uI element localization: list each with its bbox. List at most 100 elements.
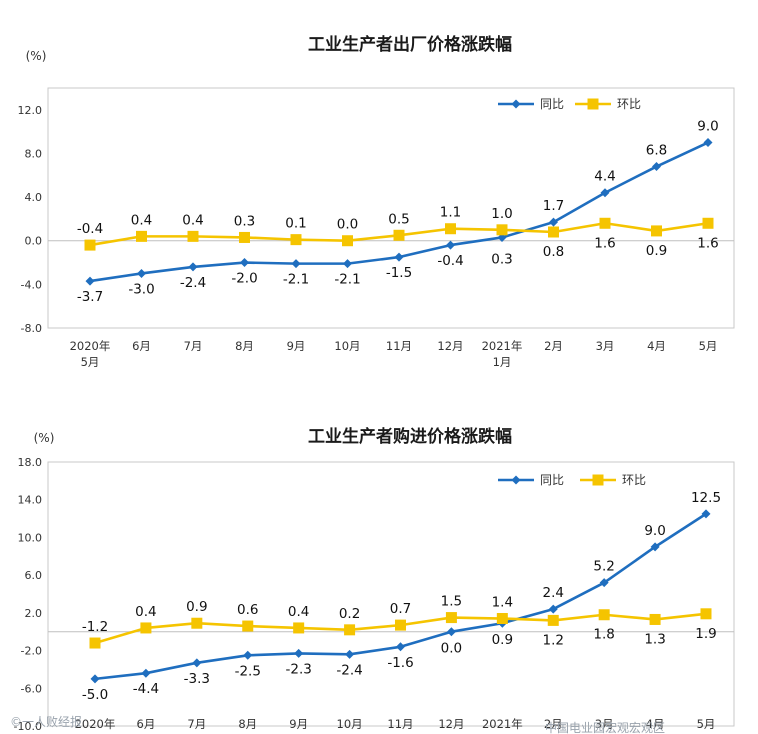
mom-point bbox=[548, 226, 559, 238]
x-tick-label: 10月 bbox=[334, 339, 360, 353]
data-label-yoy: -3.7 bbox=[77, 289, 103, 305]
data-label-yoy: -2.5 bbox=[235, 663, 261, 679]
data-label-yoy: -2.0 bbox=[231, 271, 257, 287]
yoy-point bbox=[243, 650, 253, 660]
x-tick-label: 7月 bbox=[184, 339, 203, 353]
data-label-yoy: 9.0 bbox=[644, 523, 665, 539]
data-label-mom: 1.4 bbox=[492, 595, 513, 611]
data-label-mom: 0.7 bbox=[390, 601, 411, 617]
x-tick-label: 2020年 5月 bbox=[70, 339, 111, 369]
x-tick-label: 11月 bbox=[386, 339, 412, 353]
data-label-yoy: 0.3 bbox=[491, 251, 512, 267]
yoy-point bbox=[343, 259, 352, 269]
legend-mom-label: 环比 bbox=[617, 97, 641, 111]
x-tick-label: 2021年 bbox=[482, 717, 523, 731]
data-label-yoy: 5.2 bbox=[593, 559, 614, 575]
data-label-yoy: 0.0 bbox=[441, 641, 462, 657]
data-label-mom: 0.6 bbox=[237, 602, 258, 618]
mom-point bbox=[496, 613, 508, 625]
legend-mom-label: 环比 bbox=[622, 473, 646, 487]
data-label-yoy: -2.4 bbox=[180, 275, 206, 291]
data-label-yoy: -2.1 bbox=[334, 272, 360, 288]
y-tick-label: -2.0 bbox=[21, 645, 42, 658]
data-label-mom: 1.2 bbox=[543, 632, 564, 648]
data-label-mom: 0.8 bbox=[543, 244, 564, 260]
x-tick-label: 12月 bbox=[438, 717, 464, 731]
data-label-mom: 1.8 bbox=[593, 627, 614, 643]
x-tick-label: 2020年 bbox=[75, 717, 116, 731]
mom-point bbox=[702, 217, 714, 229]
data-label-mom: -1.2 bbox=[82, 619, 108, 635]
watermark-right: 中国电业园宏观宏观区 bbox=[545, 720, 665, 734]
data-label-mom: 1.9 bbox=[695, 626, 716, 642]
data-label-yoy: -1.6 bbox=[387, 655, 413, 671]
chart-title: 工业生产者购进价格涨跌幅 bbox=[308, 426, 512, 447]
mom-point bbox=[599, 217, 611, 229]
yoy-point bbox=[240, 258, 249, 268]
data-label-yoy: 4.4 bbox=[594, 169, 615, 185]
plot-frame bbox=[47, 461, 735, 727]
x-tick-label: 3月 bbox=[596, 339, 615, 353]
data-label-yoy: 2.4 bbox=[543, 585, 564, 601]
mom-point bbox=[239, 231, 250, 243]
mom-point bbox=[395, 619, 406, 631]
yoy-point bbox=[394, 252, 404, 262]
chart-2: 工业生产者购进价格涨跌幅 (%) 18.0 14.0 10.0 6.0 2.0 -2.0 -6.… bbox=[14, 426, 735, 733]
mom-point bbox=[393, 229, 405, 241]
yoy-point bbox=[600, 188, 610, 198]
yoy-point bbox=[345, 649, 355, 659]
legend-yoy-label: 同比 bbox=[540, 473, 564, 487]
mom-point bbox=[89, 637, 101, 649]
mom-point bbox=[84, 239, 96, 251]
data-label-yoy: 0.9 bbox=[492, 632, 513, 648]
y-tick-label: 12.0 bbox=[18, 104, 43, 117]
y-tick-label: 2.0 bbox=[25, 607, 43, 620]
y-unit: (%) bbox=[26, 49, 47, 63]
data-label-mom: 1.0 bbox=[491, 206, 512, 222]
yoy-point bbox=[85, 276, 95, 286]
x-tick-label: 2021年 1月 bbox=[482, 339, 523, 369]
data-label-mom: 0.3 bbox=[234, 213, 255, 229]
data-label-mom: 0.4 bbox=[131, 212, 152, 228]
mom-point bbox=[293, 622, 305, 634]
chart-title: 工业生产者出厂价格涨跌幅 bbox=[308, 34, 512, 55]
x-tick-label: 3月 bbox=[595, 717, 614, 731]
mom-point bbox=[598, 609, 610, 621]
x-tick-label: 4月 bbox=[646, 717, 665, 731]
mom-point bbox=[242, 620, 254, 632]
data-label-mom: 0.1 bbox=[285, 216, 306, 232]
yoy-point bbox=[446, 627, 456, 637]
data-label-mom: 0.2 bbox=[339, 606, 360, 622]
yoy-point bbox=[294, 648, 304, 658]
plot-frame bbox=[47, 87, 735, 329]
yoy-point bbox=[652, 162, 661, 172]
y-tick-label: 18.0 bbox=[18, 456, 43, 469]
data-label-mom: -0.4 bbox=[77, 221, 103, 237]
y-tick-label: -8.0 bbox=[21, 322, 42, 335]
yoy-point bbox=[650, 542, 660, 552]
x-tick-label: 4月 bbox=[647, 339, 666, 353]
x-tick-label: 2月 bbox=[544, 339, 563, 353]
data-label-mom: 0.4 bbox=[288, 604, 309, 620]
x-tick-label: 11月 bbox=[387, 717, 413, 731]
x-tick-label: 8月 bbox=[238, 717, 257, 731]
data-label-yoy: -3.3 bbox=[184, 671, 210, 687]
data-label-yoy: -5.0 bbox=[82, 687, 108, 703]
mom-point bbox=[700, 608, 712, 620]
yoy-point bbox=[90, 674, 100, 684]
x-tick-label: 8月 bbox=[235, 339, 254, 353]
x-tick-label: 9月 bbox=[287, 339, 306, 353]
mom-point bbox=[290, 234, 302, 246]
data-label-mom: 0.9 bbox=[646, 243, 667, 259]
data-label-mom: 0.0 bbox=[337, 217, 358, 233]
mom-point bbox=[136, 230, 147, 242]
data-label-mom: 0.9 bbox=[186, 599, 207, 615]
data-label-mom: 0.4 bbox=[182, 212, 203, 228]
yoy-point bbox=[549, 217, 558, 227]
y-tick-label: 4.0 bbox=[25, 191, 43, 204]
legend-yoy-label: 同比 bbox=[540, 97, 564, 111]
x-tick-label: 10月 bbox=[337, 717, 363, 731]
mom-point bbox=[191, 617, 203, 629]
data-label-yoy: 6.8 bbox=[646, 143, 667, 159]
mom-point bbox=[651, 225, 662, 237]
